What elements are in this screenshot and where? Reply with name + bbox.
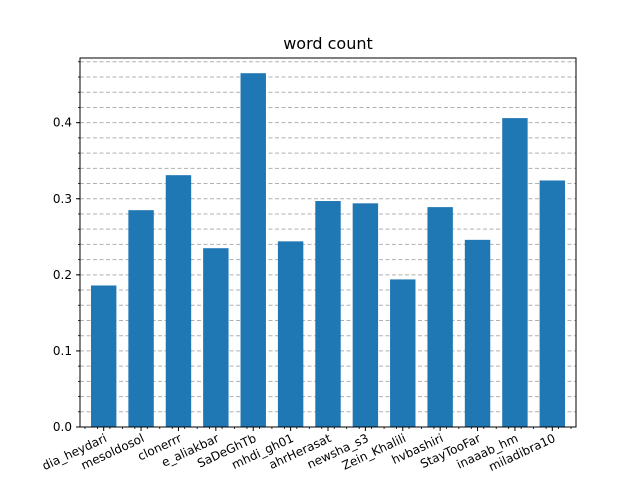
bar — [128, 210, 154, 427]
bar — [464, 239, 491, 427]
y-axis: 0.0 0.1 0.2 0.3 0.4 — [53, 61, 80, 434]
bar — [277, 241, 304, 427]
y-tick-label: 0.0 — [53, 420, 72, 434]
bar — [502, 118, 528, 427]
bar — [203, 248, 229, 427]
bar — [315, 201, 341, 427]
y-tick-label: 0.4 — [53, 116, 72, 130]
bar — [240, 73, 266, 427]
bars — [90, 73, 566, 427]
bar — [165, 175, 192, 427]
plot-frame — [79, 57, 577, 428]
bar — [427, 207, 453, 427]
bar — [352, 203, 379, 427]
y-tick-label: 0.3 — [53, 192, 72, 206]
bar — [390, 279, 416, 427]
bar — [90, 285, 117, 427]
y-tick-label: 0.1 — [53, 344, 72, 358]
y-tick-label: 0.2 — [53, 268, 72, 282]
x-axis: dia_heydarimesoldosolclonerrre_aliakbarS… — [40, 427, 572, 474]
chart-title: word count — [283, 34, 373, 53]
bar — [539, 180, 566, 427]
